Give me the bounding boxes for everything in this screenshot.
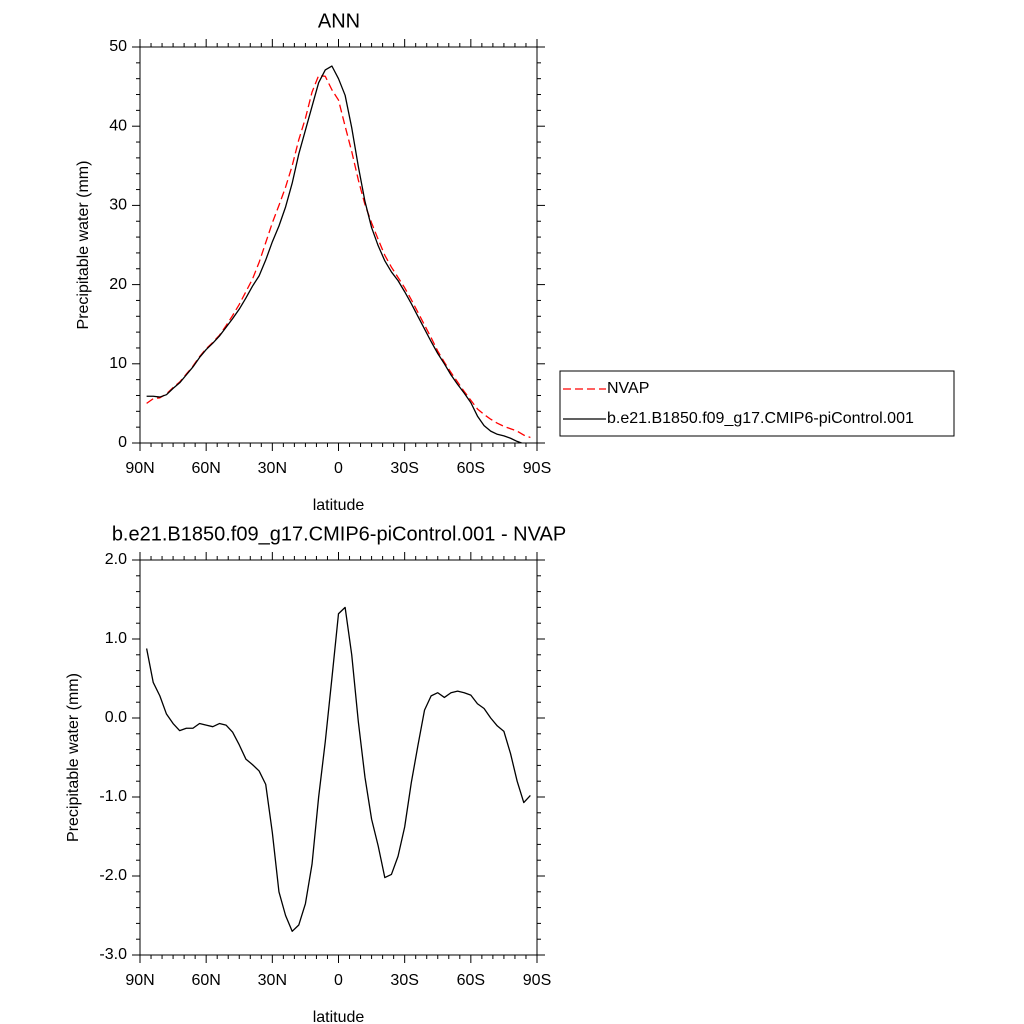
chart-title: ANN — [318, 10, 360, 32]
y-tick-label: 1.0 — [105, 630, 127, 647]
x-tick-label: 30S — [390, 972, 418, 989]
y-tick-label: -2.0 — [99, 867, 127, 884]
x-tick-label: 60N — [191, 972, 220, 989]
plot-frame — [139, 46, 538, 444]
x-tick-label: 60S — [457, 460, 485, 477]
y-tick-label: 40 — [109, 117, 127, 134]
x-axis-label: latitude — [313, 1009, 365, 1024]
legend-box — [559, 370, 955, 437]
legend-label: b.e21.B1850.f09_g17.CMIP6-piControl.001 — [607, 410, 914, 427]
x-tick-label: 0 — [334, 460, 343, 477]
y-tick-label: -1.0 — [99, 788, 127, 805]
series-line-nvap — [146, 74, 531, 439]
x-tick-label: 90S — [523, 460, 551, 477]
y-tick-label: -3.0 — [99, 946, 127, 963]
x-tick-label: 0 — [334, 972, 343, 989]
legend-label: NVAP — [607, 380, 649, 397]
x-tick-label: 30N — [258, 460, 287, 477]
y-tick-label: 50 — [109, 38, 127, 55]
chart-title: b.e21.B1850.f09_g17.CMIP6-piControl.001 … — [112, 523, 566, 545]
x-tick-label: 60S — [457, 972, 485, 989]
x-tick-label: 30S — [390, 460, 418, 477]
top-panel: ANN 90N 60N 30N 0 30S 60S 90S 0 10 20 30 40 50 latitud… — [75, 10, 955, 514]
y-axis-label: Precipitable water (mm) — [65, 673, 82, 842]
y-tick-label: 30 — [109, 197, 127, 214]
difference-line — [145, 606, 531, 932]
x-tick-label: 60N — [191, 460, 220, 477]
y-tick-label: 0.0 — [105, 709, 127, 726]
series-line-model — [146, 65, 524, 443]
y-tick-label: 10 — [109, 355, 127, 372]
x-tick-label: 90N — [125, 972, 154, 989]
y-tick-label: 20 — [109, 276, 127, 293]
x-tick-label: 90N — [125, 460, 154, 477]
y-axis-label: Precipitable water (mm) — [75, 161, 92, 330]
y-tick-label: 0 — [118, 434, 127, 451]
x-tick-label: 90S — [523, 972, 551, 989]
y-tick-label: 2.0 — [105, 551, 127, 568]
x-axis-label: latitude — [313, 497, 365, 514]
x-tick-label: 30N — [258, 972, 287, 989]
bottom-panel: b.e21.B1850.f09_g17.CMIP6-piControl.001 … — [65, 523, 566, 1024]
legend: NVAP b.e21.B1850.f09_g17.CMIP6-piControl.… — [559, 370, 955, 437]
